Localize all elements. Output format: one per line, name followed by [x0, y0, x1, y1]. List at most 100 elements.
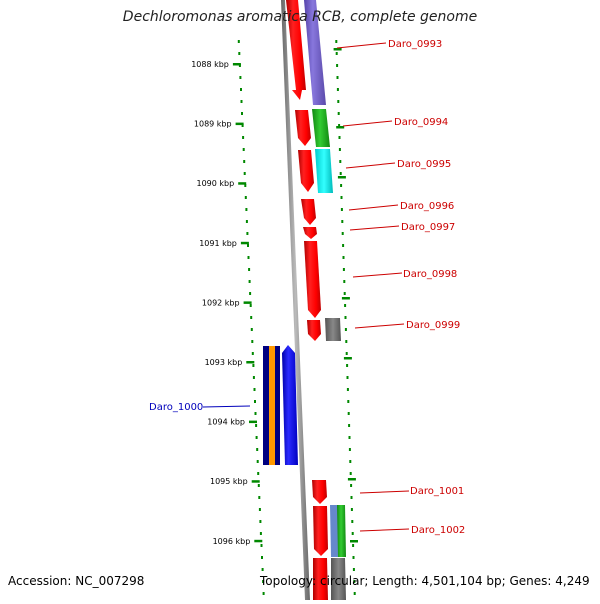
outer-tick-mark: [336, 126, 345, 129]
inner-arc-dot: [242, 136, 245, 139]
inner-arc-dot: [254, 400, 256, 403]
label-daro-1000[interactable]: Daro_1000: [149, 402, 203, 413]
gene-labels: Daro_0993 Daro_0994 Daro_0995 Daro_0996 …: [149, 39, 465, 536]
inner-arc-dot: [259, 532, 262, 535]
outer-tick-mark: [347, 478, 356, 481]
outer-tick-arc: [333, 40, 358, 595]
gene-daro-0995-arrow[interactable]: [298, 150, 314, 192]
inner-arc-dot: [238, 52, 241, 55]
gene-daro-0999-arrow[interactable]: [307, 320, 321, 341]
inner-arc-dot: [252, 364, 255, 367]
scale-tick-mark: [240, 241, 249, 245]
gene-daro-0998-arrow[interactable]: [304, 241, 321, 318]
gene-daro-0996-arrow[interactable]: [301, 199, 316, 225]
reverse-strand-genes: [263, 345, 298, 465]
inner-arc-dot: [258, 496, 261, 499]
outer-arc-dot: [347, 412, 350, 415]
outer-tick-mark: [333, 48, 342, 51]
outer-arc-dot: [343, 280, 346, 283]
inner-arc-dot: [259, 520, 262, 523]
outer-arc-dot: [340, 208, 343, 211]
scale-tick-mark: [254, 539, 263, 543]
inner-arc-dot: [239, 76, 242, 79]
outer-arc-dot: [352, 556, 355, 559]
scale-tick-label: 1093 kbp: [205, 358, 243, 367]
cog-steel-block: [330, 505, 339, 557]
label-daro-0995[interactable]: Daro_0995: [397, 159, 451, 170]
label-daro-0999[interactable]: Daro_0999: [406, 320, 460, 331]
inner-arc-dot: [256, 460, 259, 463]
gene-daro-0997-arrow[interactable]: [303, 227, 317, 239]
leader-daro-0995: [345, 162, 396, 169]
label-daro-0993[interactable]: Daro_0993: [388, 39, 442, 50]
inner-arc-dot: [256, 448, 259, 451]
outer-arc-dot: [340, 184, 343, 187]
inner-arc-dot: [240, 88, 242, 91]
label-daro-0996[interactable]: Daro_0996: [400, 201, 454, 212]
scale-tick-label: 1092 kbp: [202, 298, 240, 307]
outer-arc-dot: [342, 244, 345, 247]
outer-arc-dot: [349, 460, 352, 463]
inner-arc-dot: [248, 280, 251, 283]
outer-arc-dot: [338, 136, 341, 139]
scale-tick-label: 1094 kbp: [207, 418, 245, 427]
outer-arc-dot: [340, 196, 343, 199]
leader-daro-0999: [354, 323, 405, 329]
cog-green-block-2: [337, 505, 346, 557]
cog-gray-block-2: [331, 558, 346, 600]
outer-arc-dot: [338, 148, 341, 151]
outer-arc-dot: [353, 580, 356, 583]
inner-arc-dot: [237, 40, 240, 43]
accession-text: Accession: NC_007298: [8, 574, 145, 588]
inner-arc-dot: [241, 112, 243, 115]
topology-text: Topology: circular; Length: 4,501,104 bp…: [260, 574, 590, 588]
outer-arc-dot: [345, 352, 348, 355]
inner-arc-dot: [243, 172, 246, 175]
inner-arc-dot: [249, 292, 252, 295]
gene-daro-1000-arrow[interactable]: [282, 345, 298, 465]
scale-tick-mark: [232, 63, 241, 66]
inner-arc-dot: [251, 352, 254, 355]
inner-arc-dot: [258, 508, 261, 511]
forward-strand-genes: [286, 0, 328, 600]
outer-arc-dot: [351, 532, 354, 535]
inner-arc-dot: [257, 472, 260, 475]
gene-daro-0994-arrow[interactable]: [295, 110, 311, 146]
outer-arc-dot: [339, 160, 342, 163]
scale-tick-label: 1089 kbp: [194, 120, 232, 129]
inner-arc-dot: [240, 100, 243, 103]
outer-arc-dot: [350, 484, 353, 487]
outer-arc-dot: [346, 388, 349, 391]
label-daro-0997[interactable]: Daro_0997: [401, 222, 455, 233]
label-daro-0994[interactable]: Daro_0994: [394, 117, 448, 128]
outer-arc-dot: [349, 472, 352, 475]
gene-next-arrow[interactable]: [313, 558, 328, 600]
leader-daro-1001: [359, 490, 410, 494]
leader-daro-0997: [349, 225, 400, 231]
leader-daro-0998: [352, 272, 403, 278]
gene-daro-1001-arrow[interactable]: [312, 480, 327, 504]
outer-arc-dot: [342, 256, 345, 259]
inner-arc-dot: [244, 196, 247, 199]
outer-arc-dot: [353, 592, 356, 595]
inner-arc-dot: [245, 220, 248, 223]
gene-daro-1002-arrow[interactable]: [313, 506, 328, 556]
label-daro-0998[interactable]: Daro_0998: [403, 269, 457, 280]
leader-daro-1002: [359, 528, 410, 532]
gene-daro-0993-arrow[interactable]: [286, 0, 306, 100]
outer-arc-dot: [337, 100, 340, 103]
inner-tick-arc: [237, 40, 265, 595]
inner-arc-dot: [250, 328, 253, 331]
outer-arc-dot: [344, 316, 347, 319]
outer-arc-dot: [352, 568, 355, 571]
label-daro-1002[interactable]: Daro_1002: [411, 525, 465, 536]
inner-arc-dot: [247, 256, 250, 259]
leader-daro-0993: [336, 42, 387, 49]
label-daro-1001[interactable]: Daro_1001: [410, 486, 464, 497]
cog-blocks: [304, 0, 346, 600]
leader-daro-0994: [342, 120, 393, 127]
inner-arc-dot: [262, 580, 265, 583]
outer-arc-dot: [339, 172, 342, 175]
